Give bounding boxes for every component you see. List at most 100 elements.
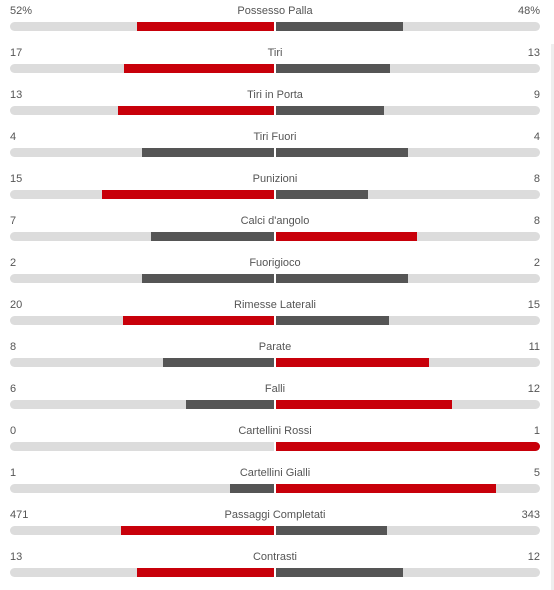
home-value: 2 (10, 257, 17, 269)
away-bar-track (276, 484, 540, 493)
away-value: 5 (533, 467, 540, 479)
stat-row: 8 Parate 11 (10, 336, 540, 378)
stat-label: Tiri (267, 47, 283, 59)
stat-row: 4 Tiri Fuori 4 (10, 126, 540, 168)
stat-row: 20 Rimesse Laterali 15 (10, 294, 540, 336)
stat-label: Falli (264, 383, 286, 395)
away-bar-fill (276, 400, 453, 409)
away-bar-track (276, 526, 540, 535)
home-bar-track (10, 22, 274, 31)
home-bar-fill (186, 400, 274, 409)
stat-row: 1 Cartellini Gialli 5 (10, 462, 540, 504)
home-bar-track (10, 568, 274, 577)
stat-row: 7 Calci d'angolo 8 (10, 210, 540, 252)
away-bar-track (276, 22, 540, 31)
away-value: 4 (533, 131, 540, 143)
home-bar-track (10, 274, 274, 283)
home-bar-fill (123, 316, 274, 325)
home-value: 6 (10, 383, 17, 395)
home-bar-track (10, 442, 274, 451)
away-bar-track (276, 232, 540, 241)
home-value: 17 (10, 47, 23, 59)
away-bar-fill (276, 22, 403, 31)
away-bar-fill (276, 568, 403, 577)
away-value: 8 (533, 215, 540, 227)
stat-label: Punizioni (252, 173, 298, 185)
stat-label: Contrasti (252, 551, 298, 563)
home-value: 1 (10, 467, 17, 479)
stat-label: Cartellini Rossi (238, 425, 312, 437)
scrollbar[interactable] (551, 44, 554, 590)
home-value: 13 (10, 89, 23, 101)
stat-label: Cartellini Gialli (239, 467, 311, 479)
away-bar-fill (276, 64, 391, 73)
home-value: 20 (10, 299, 23, 311)
home-bar-track (10, 358, 274, 367)
away-bar-track (276, 148, 540, 157)
away-value: 2 (533, 257, 540, 269)
stat-label: Tiri Fuori (253, 131, 297, 143)
stat-row: 471 Passaggi Completati 343 (10, 504, 540, 546)
away-bar-track (276, 316, 540, 325)
away-bar-fill (276, 358, 429, 367)
stat-row: 52% Possesso Palla 48% (10, 0, 540, 42)
home-bar-fill (150, 232, 274, 241)
away-value: 343 (521, 509, 540, 521)
home-bar-track (10, 64, 274, 73)
home-value: 8 (10, 341, 17, 353)
home-bar-fill (136, 22, 274, 31)
home-bar-track (10, 316, 274, 325)
away-value: 48% (517, 5, 540, 17)
away-value: 11 (528, 341, 540, 353)
home-bar-track (10, 148, 274, 157)
home-bar-track (10, 106, 274, 115)
home-bar-fill (142, 274, 274, 283)
away-bar-fill (276, 232, 417, 241)
home-value: 4 (10, 131, 17, 143)
home-value: 52% (10, 5, 33, 17)
home-bar-fill (142, 148, 274, 157)
home-value: 15 (10, 173, 23, 185)
stat-label: Fuorigioco (249, 257, 301, 269)
stat-label: Possesso Palla (237, 5, 313, 17)
stat-row: 2 Fuorigioco 2 (10, 252, 540, 294)
stat-row: 0 Cartellini Rossi 1 (10, 420, 540, 462)
home-bar-fill (121, 526, 274, 535)
away-bar-fill (276, 148, 408, 157)
away-bar-track (276, 106, 540, 115)
away-value: 9 (533, 89, 540, 101)
stat-row: 6 Falli 12 (10, 378, 540, 420)
away-value: 12 (527, 551, 540, 563)
stat-row: 17 Tiri 13 (10, 42, 540, 84)
stat-row: 13 Contrasti 12 (10, 546, 540, 588)
stat-label: Passaggi Completati (224, 509, 326, 521)
home-bar-fill (101, 190, 274, 199)
away-bar-track (276, 358, 540, 367)
away-bar-fill (276, 190, 368, 199)
away-bar-track (276, 274, 540, 283)
stat-label: Rimesse Laterali (234, 299, 316, 311)
away-value: 15 (527, 299, 540, 311)
home-bar-track (10, 190, 274, 199)
stat-row: 13 Tiri in Porta 9 (10, 84, 540, 126)
stat-label: Tiri in Porta (247, 89, 303, 101)
away-bar-fill (276, 484, 496, 493)
stat-row: 15 Punizioni 8 (10, 168, 540, 210)
home-value: 13 (10, 551, 23, 563)
home-bar-fill (136, 568, 274, 577)
away-bar-fill (276, 442, 540, 451)
away-bar-track (276, 400, 540, 409)
home-value: 7 (10, 215, 17, 227)
away-bar-fill (276, 526, 388, 535)
home-bar-fill (162, 358, 274, 367)
home-value: 0 (10, 425, 17, 437)
home-bar-fill (229, 484, 274, 493)
away-value: 13 (527, 47, 540, 59)
away-bar-track (276, 442, 540, 451)
away-bar-fill (276, 274, 408, 283)
home-bar-track (10, 400, 274, 409)
stat-label: Calci d'angolo (240, 215, 310, 227)
away-bar-track (276, 568, 540, 577)
home-bar-track (10, 484, 274, 493)
stat-label: Parate (258, 341, 292, 353)
